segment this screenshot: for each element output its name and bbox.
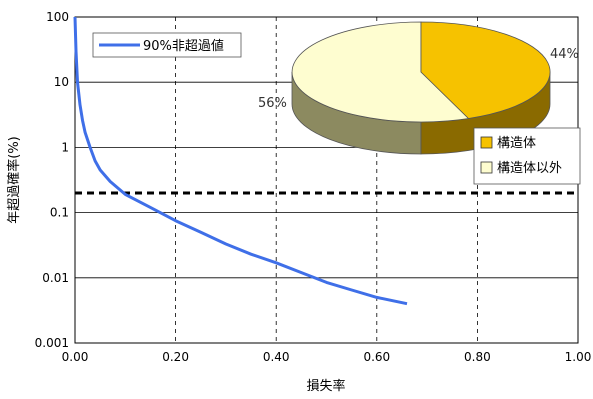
pie-slice-other [291, 21, 470, 123]
series-legend-label: 90%非超過値 [143, 38, 224, 54]
pie-legend-label-structure: 構造体 [497, 136, 536, 151]
y-axis-title: 年超過確率(%) [6, 136, 22, 224]
pie-label-structure: 44% [550, 47, 579, 62]
pie-legend-label-other: 構造体以外 [497, 161, 562, 176]
y-tick-labels: 0.001 0.01 0.1 1 10 100 [35, 10, 69, 350]
y-tick-label-1: 0.01 [42, 271, 69, 285]
y-tick-label-0: 0.001 [35, 336, 69, 350]
y-tick-label-5: 100 [46, 10, 69, 24]
pie-legend: 構造体 構造体以外 [473, 127, 581, 185]
y-tick-label-3: 1 [61, 140, 69, 154]
series-group [73, 16, 408, 306]
x-tick-label-5: 1.00 [565, 350, 592, 364]
x-tick-label-3: 0.60 [363, 350, 390, 364]
series-legend: 90%非超過値 [92, 32, 242, 58]
pie-legend-swatch-other [480, 161, 493, 174]
pie-label-other: 56% [258, 96, 287, 111]
pie-legend-swatch-structure [480, 136, 493, 149]
x-tick-labels: 0.00 0.20 0.40 0.60 0.80 1.00 [62, 350, 592, 364]
y-tick-label-2: 0.1 [50, 206, 69, 220]
x-tick-label-4: 0.80 [464, 350, 491, 364]
x-tick-label-0: 0.00 [62, 350, 89, 364]
y-tick-label-4: 10 [54, 75, 69, 89]
series-line-0 [73, 16, 408, 306]
x-tick-label-2: 0.40 [263, 350, 290, 364]
pie-slice-structure [420, 21, 551, 119]
x-tick-label-1: 0.20 [162, 350, 189, 364]
x-axis-title: 損失率 [306, 378, 345, 394]
